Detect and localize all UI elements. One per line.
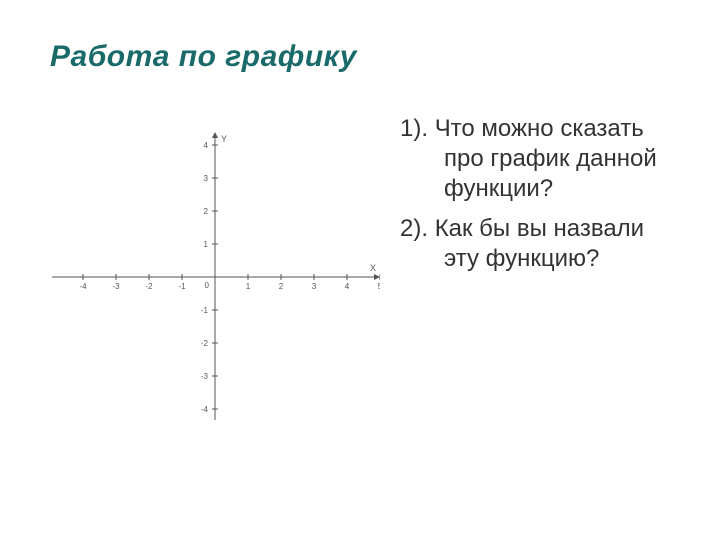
svg-text:-3: -3 <box>201 372 209 381</box>
svg-text:X: X <box>370 263 376 273</box>
svg-text:-3: -3 <box>112 282 120 291</box>
svg-text:4: 4 <box>204 141 209 150</box>
svg-text:-4: -4 <box>201 405 209 414</box>
svg-text:0: 0 <box>205 281 210 290</box>
svg-text:-2: -2 <box>201 339 209 348</box>
question-1: 1). Что можно сказать про график данной … <box>400 114 675 204</box>
svg-text:4: 4 <box>345 282 350 291</box>
svg-text:3: 3 <box>312 282 317 291</box>
coordinate-chart: -4-3-2-112345-4-3-2-112340XY <box>50 132 380 422</box>
svg-text:2: 2 <box>204 207 209 216</box>
svg-text:-2: -2 <box>145 282 153 291</box>
svg-text:-1: -1 <box>178 282 186 291</box>
questions-block: 1). Что можно сказать про график данной … <box>380 114 675 284</box>
svg-text:2: 2 <box>279 282 284 291</box>
q2-prefix: 2). <box>400 215 435 242</box>
slide: { "title": "Работа по графику", "questio… <box>0 0 720 540</box>
svg-text:-1: -1 <box>201 306 209 315</box>
q1-prefix: 1). <box>400 115 435 142</box>
q1-text: Что можно сказать про график данной функ… <box>435 115 657 202</box>
question-2: 2). Как бы вы назвали эту функцию? <box>400 214 675 274</box>
chart-container: -4-3-2-112345-4-3-2-112340XY <box>50 132 380 422</box>
svg-text:Y: Y <box>221 134 227 144</box>
slide-title: Работа по графику <box>50 40 675 74</box>
svg-text:1: 1 <box>246 282 251 291</box>
svg-text:-4: -4 <box>79 282 87 291</box>
svg-text:1: 1 <box>204 240 209 249</box>
content-row: -4-3-2-112345-4-3-2-112340XY 1). Что мож… <box>50 114 675 422</box>
q2-text: Как бы вы назвали эту функцию? <box>435 215 644 272</box>
svg-text:3: 3 <box>204 174 209 183</box>
